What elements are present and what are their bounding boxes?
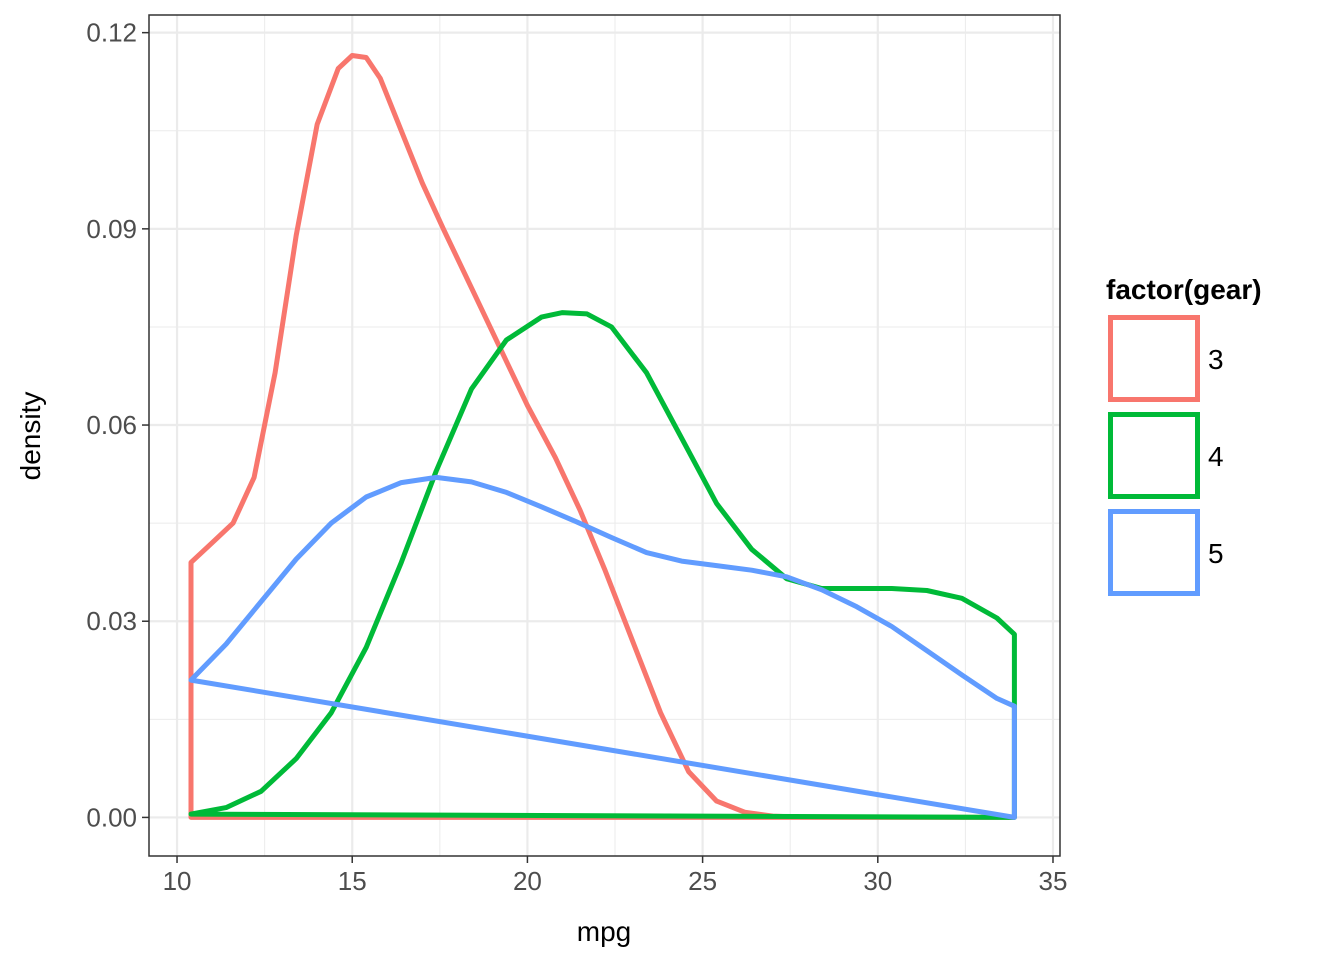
y-tick-label: 0.06 <box>86 410 137 440</box>
legend: factor(gear) 3 4 5 <box>1106 274 1262 596</box>
legend-key-gear-3 <box>1108 315 1200 402</box>
plot-panel <box>149 15 1060 856</box>
x-tick-label: 15 <box>338 866 367 896</box>
x-axis: 10 15 20 25 30 35 <box>163 856 1068 896</box>
y-tick-label: 0.03 <box>86 606 137 636</box>
density-curve-gear-4 <box>188 310 1017 820</box>
x-tick-label: 35 <box>1039 866 1068 896</box>
legend-keys: 3 4 5 <box>1108 315 1224 596</box>
legend-key-gear-5 <box>1108 509 1200 596</box>
legend-key-gear-4 <box>1108 412 1200 499</box>
x-tick-label: 30 <box>863 866 892 896</box>
y-axis: 0.00 0.03 0.06 0.09 0.12 <box>86 18 149 832</box>
density-curve-gear-5 <box>188 474 1017 820</box>
plot-border <box>148 14 1061 857</box>
minor-gridlines <box>149 15 1060 856</box>
x-axis-title: mpg <box>577 916 631 947</box>
y-tick-label: 0.12 <box>86 18 137 48</box>
legend-label-gear-3: 3 <box>1208 344 1224 375</box>
y-axis-title: density <box>15 392 46 481</box>
legend-label-gear-5: 5 <box>1208 538 1224 569</box>
y-tick-label: 0.09 <box>86 214 137 244</box>
x-tick-label: 25 <box>688 866 717 896</box>
x-tick-label: 20 <box>513 866 542 896</box>
y-tick-label: 0.00 <box>86 802 137 832</box>
legend-title: factor(gear) <box>1106 274 1262 305</box>
legend-label-gear-4: 4 <box>1208 441 1224 472</box>
density-curves <box>188 53 1017 820</box>
x-tick-label: 10 <box>163 866 192 896</box>
